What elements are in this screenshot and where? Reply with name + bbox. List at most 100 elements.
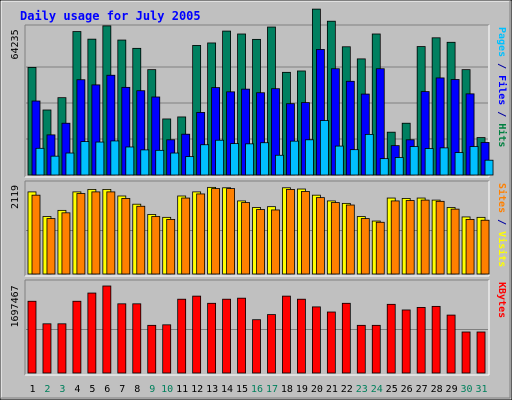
bar-sites-day-21: [330, 202, 340, 275]
x-tick-label: 11: [176, 384, 188, 395]
bar-pages-day-5: [95, 141, 105, 176]
bar-kbytes-day-12: [192, 295, 202, 374]
bar-sites-day-30: [465, 218, 475, 275]
bar-pages-day-30: [469, 146, 479, 176]
bar-kbytes-day-16: [252, 319, 261, 374]
bar-pages-day-25: [394, 157, 404, 176]
bar-sites-day-26: [405, 200, 415, 275]
bar-kbytes-day-25: [386, 303, 396, 374]
bar-kbytes-day-14: [222, 298, 231, 374]
bar-kbytes-day-13: [207, 302, 217, 374]
bar-sites-day-16: [256, 209, 265, 275]
bar-sites-day-31: [480, 219, 490, 275]
x-tick-label: 24: [371, 384, 383, 395]
kbytes-panel: 1697467 KBytes: [10, 279, 507, 376]
side-legend-label: Pages / Files / Hits: [496, 27, 508, 147]
legend-part: KBytes: [496, 282, 507, 318]
x-tick-label: 4: [74, 384, 80, 395]
bar-kbytes-day-28: [431, 305, 441, 374]
x-tick-label: 5: [89, 384, 95, 395]
x-tick-label: 10: [161, 384, 173, 395]
x-tick-label: 17: [266, 384, 278, 395]
x-tick-label: 12: [191, 384, 203, 395]
legend-part: Pages: [496, 27, 507, 57]
bar-sites-day-9: [151, 216, 161, 275]
x-tick-label: 1: [29, 384, 35, 395]
bar-sites-day-6: [106, 191, 116, 275]
bar-pages-day-2: [50, 155, 60, 176]
bar-kbytes-day-20: [311, 306, 321, 374]
x-tick-label: 30: [461, 384, 473, 395]
bar-pages-day-28: [439, 147, 449, 176]
x-tick-label: 13: [206, 384, 218, 395]
bar-sites-day-23: [360, 218, 370, 275]
x-tick-label: 20: [311, 384, 323, 395]
bar-pages-day-26: [409, 146, 419, 176]
x-tick-label: 28: [431, 384, 443, 395]
visits-panel: 2119 Sites / Visits: [10, 180, 508, 277]
bar-kbytes-day-24: [371, 324, 381, 374]
bar-pages-day-6: [110, 140, 120, 176]
bar-pages-day-29: [454, 152, 464, 176]
bar-sites-day-18: [286, 189, 295, 275]
bar-sites-day-2: [46, 218, 56, 275]
bar-pages-day-20: [319, 120, 329, 176]
bar-sites-day-13: [211, 188, 221, 275]
bar-sites-day-15: [241, 202, 250, 275]
x-tick-label: 18: [281, 384, 293, 395]
legend-part: /: [496, 105, 507, 123]
bar-kbytes-day-5: [87, 292, 97, 374]
bar-pages-day-23: [364, 134, 374, 176]
bar-pages-day-21: [334, 145, 344, 176]
bar-pages-day-22: [349, 149, 359, 176]
bar-kbytes-day-26: [401, 309, 411, 374]
legend-part: /: [496, 57, 507, 75]
bar-sites-day-8: [136, 205, 146, 275]
bar-pages-day-15: [245, 143, 254, 176]
bar-sites-day-5: [91, 191, 101, 275]
bar-kbytes-day-4: [72, 300, 82, 374]
max-value-label: 1697467: [10, 285, 21, 327]
bar-sites-day-20: [315, 197, 325, 275]
legend-part: Hits: [496, 123, 508, 147]
legend-part: Sites: [496, 183, 508, 213]
x-tick-label: 2: [44, 384, 50, 395]
bar-pages-day-16: [260, 142, 269, 176]
bar-pages-day-14: [230, 143, 239, 176]
x-tick-label: 27: [416, 384, 428, 395]
bar-pages-day-11: [185, 156, 195, 176]
x-tick-label: 15: [236, 384, 248, 395]
x-tick-label: 31: [475, 384, 487, 395]
bar-kbytes-day-6: [102, 285, 112, 374]
bar-pages-day-27: [424, 148, 434, 176]
bar-sites-day-25: [390, 200, 400, 275]
bar-kbytes-day-29: [446, 314, 456, 374]
bar-pages-day-17: [275, 154, 284, 176]
bar-kbytes-day-11: [177, 298, 187, 374]
x-tick-label: 21: [326, 384, 338, 395]
bar-pages-day-8: [140, 149, 150, 176]
max-value-label: 2119: [10, 185, 21, 209]
bar-kbytes-day-21: [326, 311, 336, 374]
bar-sites-day-29: [450, 208, 460, 275]
bar-pages-day-4: [80, 141, 90, 176]
bar-sites-day-7: [121, 198, 131, 275]
bar-pages-day-10: [170, 152, 180, 176]
x-tick-label: 22: [341, 384, 353, 395]
bar-pages-day-3: [65, 152, 75, 176]
bar-kbytes-day-8: [132, 303, 142, 374]
x-tick-label: 3: [59, 384, 65, 395]
bar-kbytes-day-2: [42, 323, 52, 374]
x-tick-label: 19: [296, 384, 308, 395]
bar-kbytes-day-30: [461, 331, 471, 374]
x-tick-label: 26: [401, 384, 413, 395]
bar-pages-day-1: [35, 147, 45, 176]
bar-sites-day-10: [166, 218, 176, 275]
bar-kbytes-day-22: [341, 302, 351, 374]
hits-panel: 64235 Pages / Files / Hits: [10, 8, 508, 178]
x-tick-label: 9: [149, 384, 155, 395]
bar-sites-day-14: [226, 188, 235, 275]
bar-pages-day-18: [290, 140, 299, 176]
bar-pages-day-9: [155, 149, 165, 176]
